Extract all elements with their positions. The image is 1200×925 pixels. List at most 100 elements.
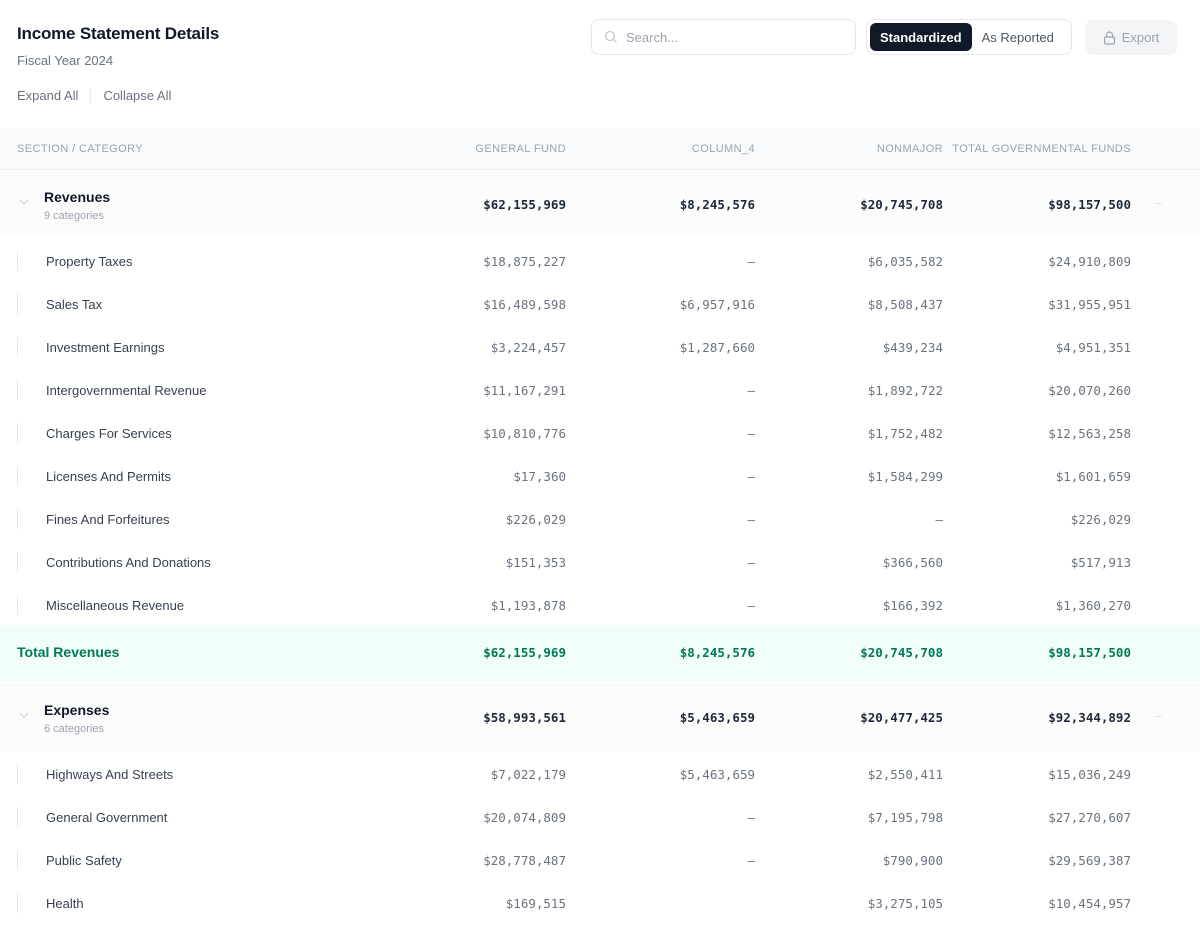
value-cell: $439,234 (882, 340, 943, 355)
value-cell: $1,584,299 (867, 469, 943, 484)
indent-line (17, 466, 18, 486)
table-row: Licenses And Permits $17,360 – $1,584,299 $1… (0, 455, 1200, 498)
value-cell: $20,074,809 (483, 810, 566, 825)
total-row: Total Revenues $62,155,969 $8,245,576 $20,7… (0, 625, 1200, 681)
value-cell: $517,913 (1070, 555, 1131, 570)
table-row: Public Safety $28,778,487 – $790,900 $29,569… (0, 839, 1200, 882)
page-title: Income Statement Details (17, 24, 220, 43)
table-row: Sales Tax $16,489,598 $6,957,916 $8,508,437… (0, 283, 1200, 326)
category-name: Public Safety (46, 853, 122, 868)
column-header-section: SECTION / CATEGORY (17, 143, 143, 155)
value-cell: $790,900 (882, 853, 943, 868)
value-cell: $8,508,437 (867, 297, 943, 312)
category-name: Charges For Services (46, 426, 172, 441)
expand-collapse-controls: Expand All Collapse All (17, 88, 171, 103)
value-cell: $4,951,351 (1055, 340, 1131, 355)
value-cell: $366,560 (882, 555, 943, 570)
export-button[interactable]: Export (1085, 20, 1177, 55)
total-label: Total Revenues (17, 644, 120, 660)
page-subtitle: Fiscal Year 2024 (17, 53, 114, 68)
standardized-toggle[interactable]: Standardized (870, 23, 972, 51)
value-cell: $28,778,487 (483, 853, 566, 868)
value-cell: $8,245,576 (679, 197, 755, 212)
value-cell: $98,157,500 (1048, 197, 1131, 212)
column-header-column-4: COLUMN_4 (691, 143, 755, 155)
column-header-nonmajor: NONMAJOR (876, 143, 943, 155)
category-name: Miscellaneous Revenue (46, 598, 185, 613)
expand-all-button[interactable]: Expand All (17, 88, 79, 103)
category-name: Sales Tax (46, 297, 103, 312)
value-cell: $226,029 (505, 512, 566, 527)
category-name: General Government (46, 810, 168, 825)
value-cell: – (747, 853, 755, 868)
category-name: Investment Earnings (46, 340, 165, 355)
value-cell: $27,270,607 (1048, 810, 1131, 825)
category-name: Intergovernmental Revenue (46, 383, 207, 398)
section-row-revenues[interactable]: Revenues 9 categories $62,155,969 $8,245,… (0, 170, 1200, 238)
value-cell: $1,360,270 (1055, 598, 1131, 613)
table-row: Contributions And Donations $151,353 – $366… (0, 541, 1200, 584)
search-icon (604, 30, 617, 43)
column-header-general-fund: GENERAL FUND (475, 143, 566, 155)
value-cell: $92,344,892 (1048, 710, 1131, 725)
value-cell: – (747, 810, 755, 825)
indent-line (17, 893, 18, 913)
value-cell: $1,892,722 (867, 383, 943, 398)
indent-line (17, 552, 18, 572)
table-row: Property Taxes $18,875,227 – $6,035,582 $24,… (0, 240, 1200, 283)
value-cell: $31,955,951 (1048, 297, 1131, 312)
value-cell: $98,157,500 (1048, 645, 1131, 660)
row-menu[interactable] (1154, 203, 1162, 204)
search-input[interactable]: Search... (591, 19, 856, 55)
value-cell: – (747, 426, 755, 441)
indent-line (17, 509, 18, 529)
value-cell: $20,070,260 (1048, 383, 1131, 398)
category-name: Property Taxes (46, 254, 133, 269)
divider (90, 88, 92, 103)
chevron-down-icon[interactable] (19, 711, 29, 719)
value-cell: $1,287,660 (679, 340, 755, 355)
value-cell: $24,910,809 (1048, 254, 1131, 269)
lock-icon (1103, 30, 1115, 45)
value-cell: $16,489,598 (483, 297, 566, 312)
value-cell: $1,193,878 (490, 598, 566, 613)
value-cell: $1,752,482 (867, 426, 943, 441)
value-cell: $1,601,659 (1055, 469, 1131, 484)
section-count: 9 categories (44, 210, 104, 222)
column-header-total: TOTAL GOVERNMENTAL FUNDS (952, 143, 1131, 155)
value-cell: – (747, 598, 755, 613)
value-cell: $20,745,708 (860, 197, 943, 212)
value-cell: $166,392 (882, 598, 943, 613)
table-header: SECTION / CATEGORY GENERAL FUND COLUMN_4… (0, 128, 1200, 170)
value-cell: $7,195,798 (867, 810, 943, 825)
value-cell: $18,875,227 (483, 254, 566, 269)
value-cell: $169,515 (505, 896, 566, 911)
value-cell: $6,035,582 (867, 254, 943, 269)
value-cell: $58,993,561 (483, 710, 566, 725)
row-menu[interactable] (1154, 716, 1162, 717)
indent-line (17, 595, 18, 615)
value-cell: – (935, 512, 943, 527)
section-name: Revenues (44, 189, 111, 205)
as-reported-toggle[interactable]: As Reported (981, 29, 1054, 45)
category-name: Health (46, 896, 84, 911)
value-cell: $20,477,425 (860, 710, 943, 725)
value-cell: $226,029 (1070, 512, 1131, 527)
collapse-all-button[interactable]: Collapse All (103, 88, 172, 103)
category-name: Contributions And Donations (46, 555, 211, 570)
view-toggle: Standardized As Reported (866, 19, 1072, 55)
value-cell: $7,022,179 (490, 767, 566, 782)
indent-line (17, 294, 18, 314)
table-row: Miscellaneous Revenue $1,193,878 – $166,392… (0, 584, 1200, 627)
value-cell: $10,454,957 (1048, 896, 1131, 911)
value-cell: $17,360 (513, 469, 566, 484)
value-cell: $62,155,969 (483, 645, 566, 660)
section-count: 6 categories (44, 723, 104, 735)
chevron-down-icon[interactable] (19, 198, 29, 206)
value-cell: $62,155,969 (483, 197, 566, 212)
value-cell: $10,810,776 (483, 426, 566, 441)
category-name: Licenses And Permits (46, 469, 172, 484)
section-row-expenses[interactable]: Expenses 6 categories $58,993,561 $5,463,… (0, 683, 1200, 751)
indent-line (17, 423, 18, 443)
value-cell: $151,353 (505, 555, 566, 570)
